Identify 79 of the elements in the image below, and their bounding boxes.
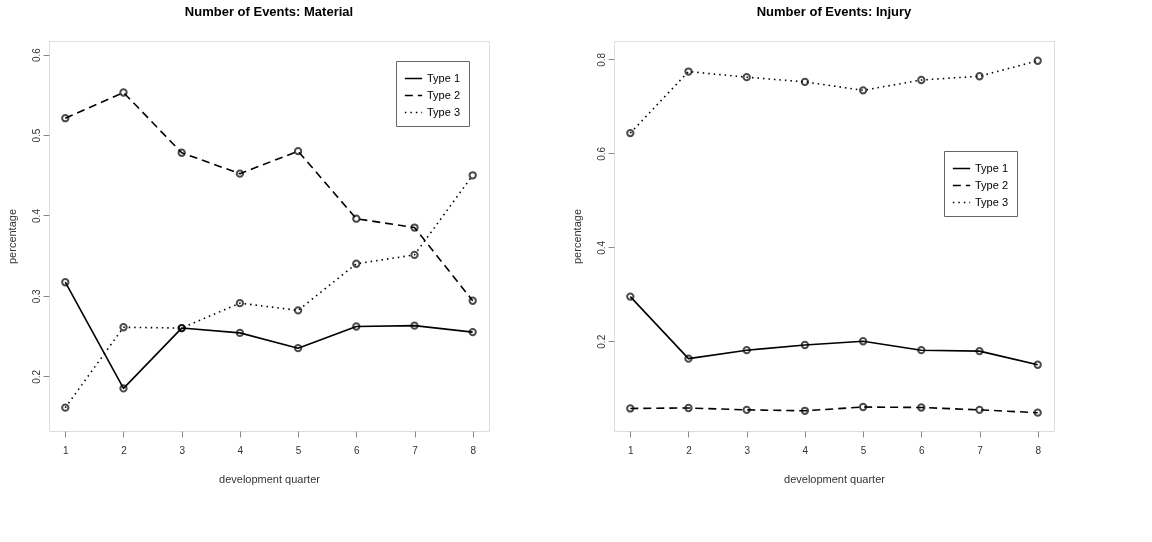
point (119, 88, 128, 97)
point (235, 169, 245, 178)
y-tick-label: 0.4 (30, 208, 42, 223)
point (742, 405, 751, 415)
point (858, 402, 868, 412)
legend-label: Type 3 (975, 195, 1009, 208)
point (352, 214, 361, 223)
point (626, 128, 635, 138)
y-tick-label: 0.6 (30, 47, 42, 63)
x-axis-title: development quarter (784, 472, 886, 485)
point (468, 171, 477, 180)
legend-label: Type 3 (427, 105, 461, 118)
x-tick-label: 3 (744, 444, 751, 456)
point (742, 73, 751, 82)
x-tick-label: 7 (412, 444, 419, 456)
y-tick-label: 0.3 (30, 289, 42, 304)
x-tick-label: 1 (628, 444, 635, 456)
legend-label: Type 2 (427, 88, 461, 101)
point (293, 344, 303, 353)
point (858, 337, 868, 346)
y-tick-label: 0.4 (595, 240, 607, 255)
point (684, 403, 693, 413)
x-tick-label: 6 (354, 444, 361, 456)
point (858, 86, 868, 95)
point (800, 340, 810, 350)
point (1033, 56, 1042, 65)
point (293, 147, 303, 156)
chart-title: Number of Events: Material (184, 4, 354, 19)
point (61, 403, 70, 412)
point (119, 323, 128, 332)
point (684, 67, 693, 76)
point (410, 250, 419, 260)
point (800, 77, 810, 87)
x-tick-label: 7 (977, 444, 984, 456)
legend-label: Type 2 (975, 178, 1009, 191)
point (235, 298, 245, 308)
x-tick-label: 2 (686, 444, 693, 456)
point (410, 223, 419, 232)
x-tick-label: 1 (63, 444, 70, 456)
point (119, 384, 128, 393)
point (1033, 408, 1042, 417)
point (917, 403, 926, 412)
point (352, 322, 361, 331)
y-tick-label: 0.6 (595, 146, 607, 161)
point (742, 346, 751, 355)
point (917, 75, 926, 85)
x-tick-label: 2 (121, 444, 128, 456)
x-tick-label: 3 (179, 444, 186, 456)
x-axis-title: development quarter (219, 472, 321, 485)
point (975, 72, 984, 81)
point (177, 148, 186, 157)
y-axis-title: percentage (5, 208, 18, 265)
point (800, 406, 810, 415)
point (61, 114, 70, 123)
legend-label: Type 1 (427, 71, 461, 84)
point (235, 328, 245, 338)
y-tick-label: 0.8 (595, 52, 607, 67)
x-tick-label: 4 (237, 444, 244, 456)
x-tick-label: 5 (860, 444, 867, 456)
y-tick-label: 0.2 (30, 369, 42, 384)
legend-label: Type 1 (975, 161, 1009, 174)
point (975, 346, 984, 356)
point (684, 354, 693, 363)
x-tick-label: 8 (470, 444, 477, 456)
point (352, 259, 361, 268)
y-tick-label: 0.5 (30, 128, 42, 143)
point (975, 405, 984, 415)
point (293, 306, 303, 315)
chart-title: Number of Events: Injury (756, 4, 913, 19)
x-tick-label: 8 (1035, 444, 1042, 456)
point (917, 346, 926, 355)
x-tick-label: 5 (295, 444, 302, 456)
x-tick-label: 6 (919, 444, 926, 456)
y-axis-title: percentage (570, 208, 583, 265)
point (410, 321, 419, 330)
x-tick-label: 4 (802, 444, 809, 456)
point (626, 404, 635, 413)
point (468, 296, 477, 305)
y-tick-label: 0.2 (595, 334, 607, 349)
